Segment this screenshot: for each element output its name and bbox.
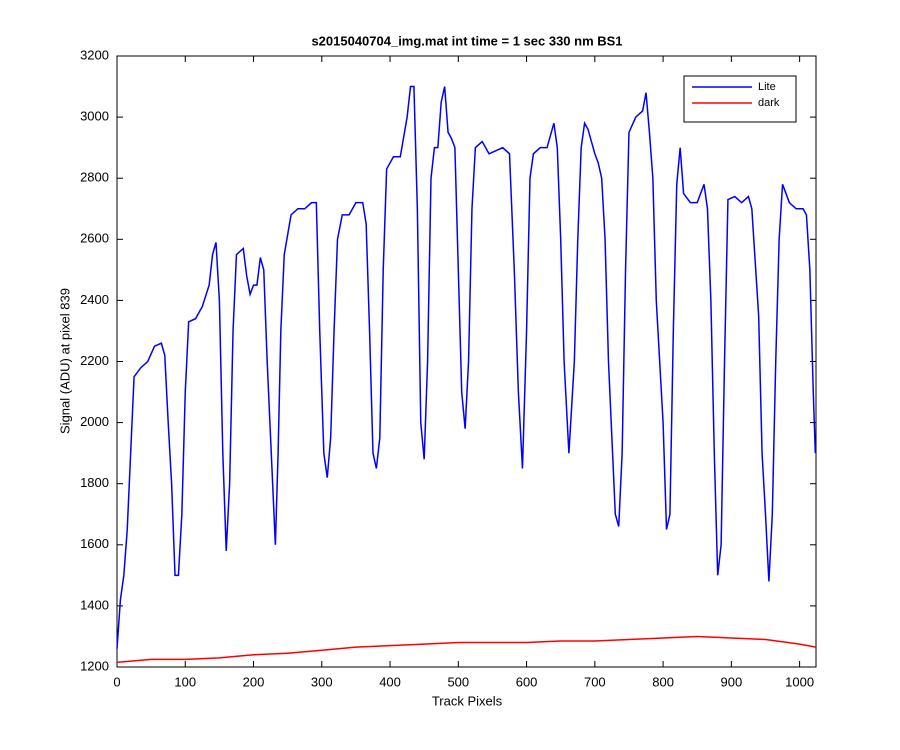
y-tick-label: 3000 xyxy=(80,109,109,124)
x-tick-label: 200 xyxy=(243,674,265,689)
x-tick-label: 800 xyxy=(652,674,674,689)
y-tick-label: 1400 xyxy=(80,597,109,612)
chart-title: s2015040704_img.mat int time = 1 sec 330… xyxy=(311,33,622,48)
data-line xyxy=(116,85,817,649)
x-tick-label: 500 xyxy=(447,674,469,689)
legend-box xyxy=(683,75,797,123)
y-tick-label: 1800 xyxy=(80,475,109,490)
x-tick-label: 100 xyxy=(174,674,196,689)
legend-label: dark xyxy=(758,97,780,109)
y-axis-label: Signal (ADU) at pixel 839 xyxy=(57,288,72,434)
y-tick-label: 3200 xyxy=(80,47,109,62)
x-tick-label: 400 xyxy=(379,674,401,689)
x-tick-label: 1000 xyxy=(785,674,814,689)
y-tick-label: 2800 xyxy=(80,170,109,185)
x-tick-label: 900 xyxy=(721,674,743,689)
y-tick-label: 2600 xyxy=(80,231,109,246)
y-tick-label: 1600 xyxy=(80,536,109,551)
y-tick-label: 2000 xyxy=(80,414,109,429)
data-line xyxy=(116,635,817,664)
x-tick-label: 300 xyxy=(311,674,333,689)
plot-frame xyxy=(116,55,817,668)
x-tick-label: 0 xyxy=(113,674,120,689)
x-tick-label: 700 xyxy=(584,674,606,689)
x-tick-label: 600 xyxy=(516,674,538,689)
x-axis-label: Track Pixels xyxy=(432,693,503,708)
legend-label: Lite xyxy=(758,81,776,93)
y-tick-label: 2400 xyxy=(80,292,109,307)
y-tick-label: 1200 xyxy=(80,658,109,673)
y-tick-label: 2200 xyxy=(80,353,109,368)
